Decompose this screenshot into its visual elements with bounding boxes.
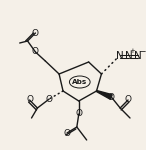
Text: O: O xyxy=(64,129,71,138)
Text: O: O xyxy=(108,93,115,102)
Text: −: − xyxy=(138,46,146,56)
Text: O: O xyxy=(32,48,39,57)
Ellipse shape xyxy=(69,76,90,88)
Text: O: O xyxy=(125,96,132,105)
Text: O: O xyxy=(32,28,39,38)
Polygon shape xyxy=(96,91,112,99)
Text: N: N xyxy=(125,51,133,61)
Text: N: N xyxy=(116,51,124,61)
Text: O: O xyxy=(26,96,33,105)
Text: +: + xyxy=(129,48,135,54)
Text: O: O xyxy=(75,110,82,118)
Text: Abs: Abs xyxy=(72,79,87,85)
Text: O: O xyxy=(46,94,53,103)
Text: N: N xyxy=(134,51,142,61)
